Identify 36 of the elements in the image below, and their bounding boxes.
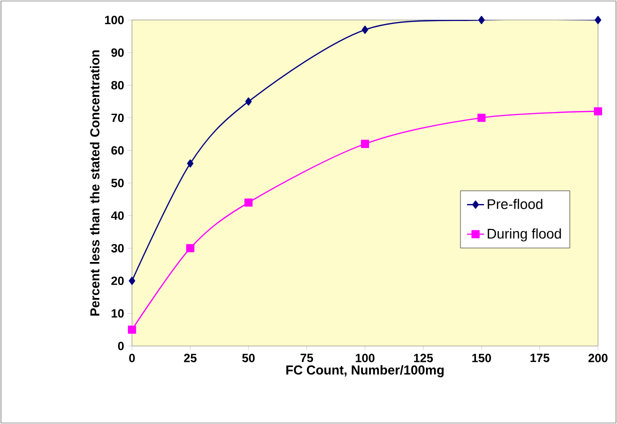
y-tick-label: 50 bbox=[111, 178, 124, 188]
y-tick-label: 60 bbox=[111, 146, 124, 155]
y-tick-label: 90 bbox=[111, 48, 124, 57]
y-tick-label: 80 bbox=[111, 80, 124, 90]
point bbox=[187, 159, 194, 168]
point bbox=[128, 276, 136, 285]
point bbox=[594, 107, 602, 116]
legend-label: Pre-flood bbox=[488, 198, 542, 210]
x-tick-label: 175 bbox=[530, 354, 550, 362]
x-tick-label: 100 bbox=[356, 354, 374, 362]
y-axis-title: Percent less than the stated Concentration bbox=[90, 50, 100, 316]
point bbox=[128, 326, 136, 334]
x-axis-title: FC Count, Number/100mg bbox=[286, 365, 444, 378]
point bbox=[245, 97, 252, 106]
x-tick-label: 0 bbox=[129, 354, 135, 362]
y-tick-label: 70 bbox=[111, 114, 124, 122]
x-tick-label: 75 bbox=[300, 354, 314, 362]
x-tick-label: 50 bbox=[242, 354, 255, 362]
y-tick-label: 0 bbox=[118, 342, 124, 350]
y-tick-label: 10 bbox=[112, 309, 124, 318]
point bbox=[478, 16, 485, 24]
point bbox=[360, 140, 370, 148]
point bbox=[244, 198, 253, 207]
point bbox=[477, 114, 486, 122]
x-tick-label: 200 bbox=[588, 354, 608, 362]
point bbox=[594, 16, 602, 24]
y-tick-label: 20 bbox=[111, 276, 124, 286]
y-tick-label: 30 bbox=[111, 244, 124, 252]
legend-label: During flood bbox=[488, 228, 561, 242]
x-tick-label: 125 bbox=[414, 354, 433, 362]
point bbox=[186, 244, 194, 252]
y-tick-label: 40 bbox=[111, 211, 124, 220]
point bbox=[362, 26, 368, 34]
x-tick-label: 150 bbox=[472, 354, 491, 362]
x-tick-label: 25 bbox=[184, 354, 197, 362]
y-tick-label: 100 bbox=[105, 16, 124, 24]
